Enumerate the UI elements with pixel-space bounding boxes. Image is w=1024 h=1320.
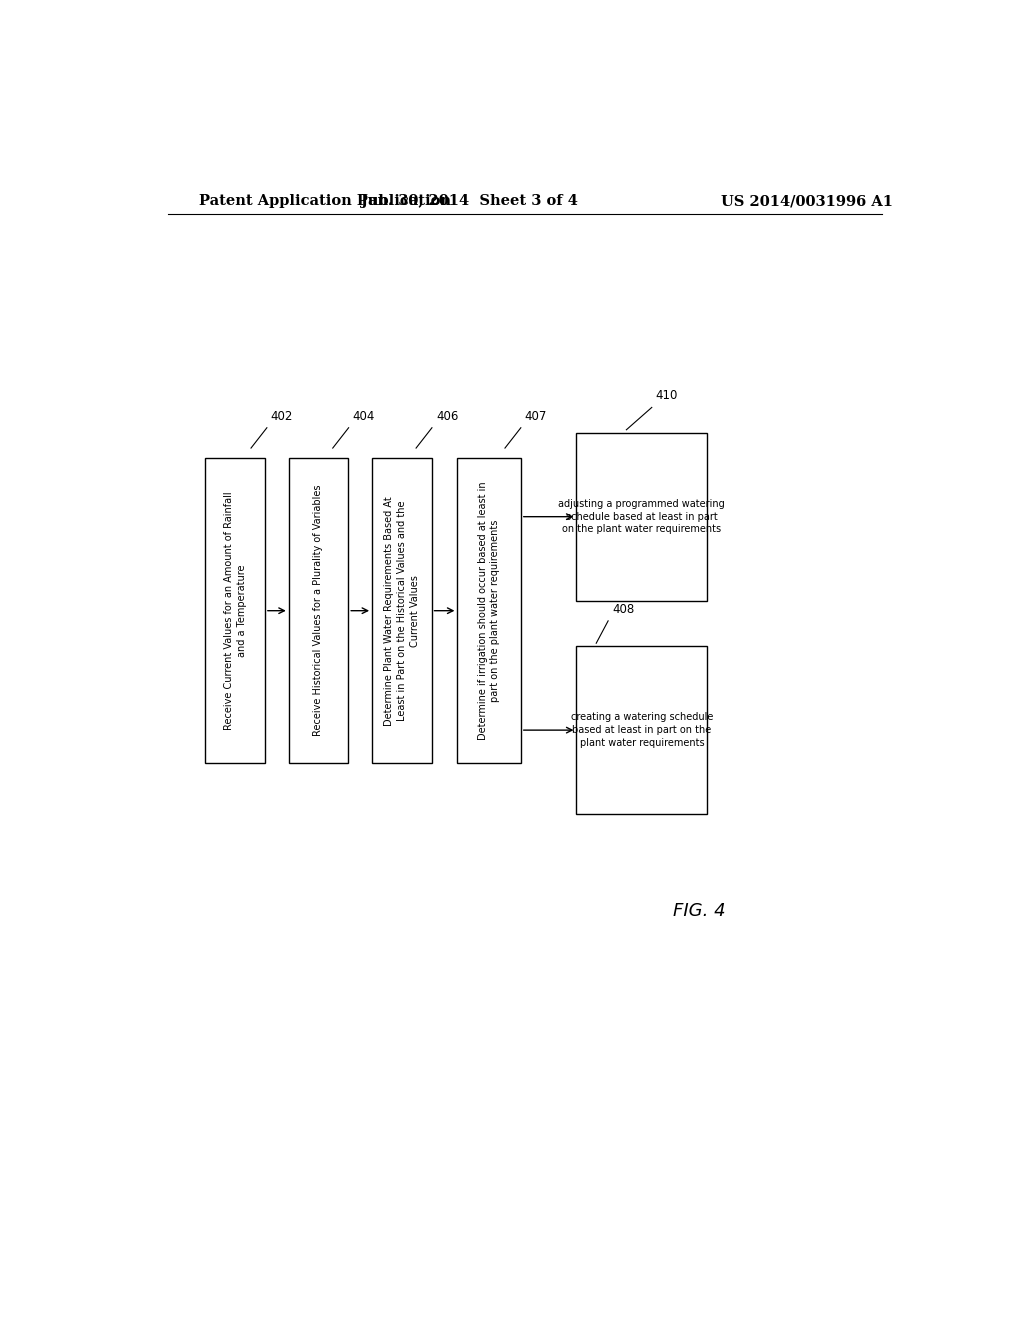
Bar [458,458,521,763]
Text: 402: 402 [270,409,293,422]
Bar [577,433,708,601]
Text: Determine if irrigation should occur based at least in
part on the plant water r: Determine if irrigation should occur bas… [477,482,501,741]
Text: US 2014/0031996 A1: US 2014/0031996 A1 [721,194,893,209]
Bar [206,458,265,763]
Text: adjusting a programmed watering
schedule based at least in part
on the plant wat: adjusting a programmed watering schedule… [558,499,725,535]
Text: creating a watering schedule
based at least in part on the
plant water requireme: creating a watering schedule based at le… [570,713,713,748]
Bar [577,647,708,814]
Text: 410: 410 [655,389,678,403]
Text: Receive Historical Values for a Plurality of Variables: Receive Historical Values for a Pluralit… [313,484,324,737]
Text: FIG. 4: FIG. 4 [673,902,726,920]
Text: 404: 404 [352,409,375,422]
Text: Determine Plant Water Requirements Based At
Least in Part on the Historical Valu: Determine Plant Water Requirements Based… [384,496,420,726]
Text: Patent Application Publication: Patent Application Publication [200,194,452,209]
Text: 408: 408 [612,603,634,615]
Bar [289,458,348,763]
Text: 406: 406 [436,409,459,422]
Bar [372,458,431,763]
Text: Jan. 30, 2014  Sheet 3 of 4: Jan. 30, 2014 Sheet 3 of 4 [360,194,578,209]
Text: 407: 407 [524,409,547,422]
Text: Receive Current Values for an Amount of Rainfall
and a Temperature: Receive Current Values for an Amount of … [223,491,247,730]
